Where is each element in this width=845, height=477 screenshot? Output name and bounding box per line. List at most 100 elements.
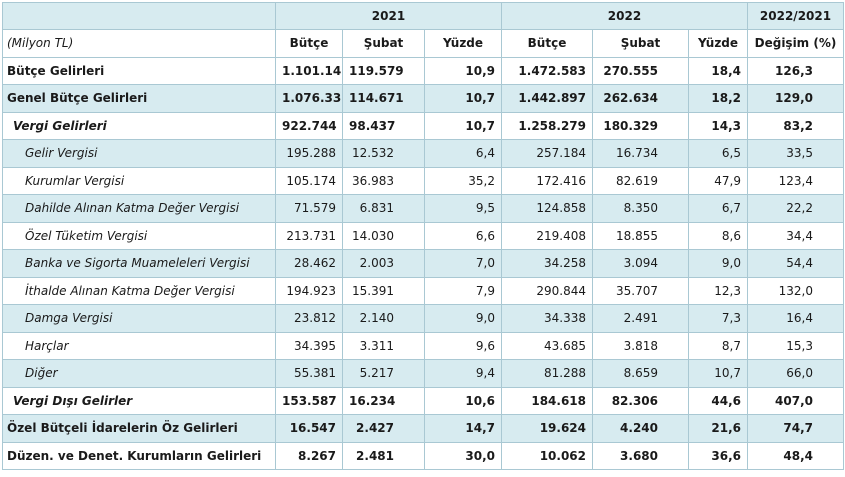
row-label: Kurumlar Vergisi xyxy=(2,166,276,195)
cell-subat-2021: 2.140 xyxy=(342,304,425,333)
header-year-2022: 2022 xyxy=(501,2,748,30)
cell-butce-2021: 213.731 xyxy=(275,221,343,250)
row-label: Özel Tüketim Vergisi xyxy=(2,221,276,250)
row-label: Genel Bütçe Gelirleri xyxy=(2,84,276,113)
cell-subat-2021: 16.234 xyxy=(342,386,425,415)
cell-butce-2021: 71.579 xyxy=(275,194,343,223)
cell-butce-2021: 922.744 xyxy=(275,111,343,140)
cell-degisim: 66,0 xyxy=(747,359,844,388)
cell-subat-2022: 8.659 xyxy=(592,359,689,388)
cell-butce-2022: 34.338 xyxy=(501,304,593,333)
table-row: Vergi Gelirleri 922.744 98.437 10,7 1.25… xyxy=(2,111,844,140)
cell-yuzde-2021: 7,9 xyxy=(424,276,502,305)
cell-subat-2021: 14.030 xyxy=(342,221,425,250)
cell-yuzde-2022: 12,3 xyxy=(688,276,748,305)
col-header-yuzde-2021: Yüzde xyxy=(424,29,502,58)
cell-yuzde-2021: 7,0 xyxy=(424,249,502,278)
col-header-subat-2022: Şubat xyxy=(592,29,689,58)
cell-subat-2021: 12.532 xyxy=(342,139,425,168)
cell-butce-2022: 290.844 xyxy=(501,276,593,305)
table-row: Özel Tüketim Vergisi 213.731 14.030 6,6 … xyxy=(2,221,844,250)
cell-degisim: 126,3 xyxy=(747,56,844,85)
cell-subat-2022: 8.350 xyxy=(592,194,689,223)
table-row: Bütçe Gelirleri 1.101.146 119.579 10,9 1… xyxy=(2,56,844,85)
table-row: İthalde Alınan Katma Değer Vergisi 194.9… xyxy=(2,276,844,305)
cell-yuzde-2021: 10,7 xyxy=(424,111,502,140)
cell-subat-2022: 3.680 xyxy=(592,441,689,470)
row-label: Gelir Vergisi xyxy=(2,139,276,168)
cell-subat-2021: 6.831 xyxy=(342,194,425,223)
cell-degisim: 22,2 xyxy=(747,194,844,223)
row-label: Düzen. ve Denet. Kurumların Gelirleri xyxy=(2,441,276,470)
cell-subat-2022: 262.634 xyxy=(592,84,689,113)
cell-subat-2022: 82.306 xyxy=(592,386,689,415)
header-change-period: 2022/2021 xyxy=(747,2,844,30)
cell-subat-2022: 2.491 xyxy=(592,304,689,333)
cell-yuzde-2021: 6,6 xyxy=(424,221,502,250)
cell-subat-2022: 3.818 xyxy=(592,331,689,360)
cell-subat-2022: 3.094 xyxy=(592,249,689,278)
row-label: Harçlar xyxy=(2,331,276,360)
table-row: Damga Vergisi 23.812 2.140 9,0 34.338 2.… xyxy=(2,304,844,333)
cell-yuzde-2022: 6,7 xyxy=(688,194,748,223)
cell-butce-2022: 34.258 xyxy=(501,249,593,278)
col-header-butce-2022: Bütçe xyxy=(501,29,593,58)
row-label: Damga Vergisi xyxy=(2,304,276,333)
cell-yuzde-2022: 7,3 xyxy=(688,304,748,333)
col-header-butce-2021: Bütçe xyxy=(275,29,343,58)
cell-yuzde-2021: 6,4 xyxy=(424,139,502,168)
cell-degisim: 407,0 xyxy=(747,386,844,415)
cell-butce-2022: 10.062 xyxy=(501,441,593,470)
cell-yuzde-2022: 8,7 xyxy=(688,331,748,360)
table-row: Diğer 55.381 5.217 9,4 81.288 8.659 10,7… xyxy=(2,359,844,388)
cell-degisim: 123,4 xyxy=(747,166,844,195)
cell-degisim: 16,4 xyxy=(747,304,844,333)
cell-butce-2021: 1.101.146 xyxy=(275,56,343,85)
table-row: Dahilde Alınan Katma Değer Vergisi 71.57… xyxy=(2,194,844,223)
cell-degisim: 74,7 xyxy=(747,414,844,443)
cell-subat-2021: 2.003 xyxy=(342,249,425,278)
cell-butce-2022: 43.685 xyxy=(501,331,593,360)
cell-yuzde-2022: 47,9 xyxy=(688,166,748,195)
header-empty-cell xyxy=(2,2,276,30)
cell-yuzde-2022: 36,6 xyxy=(688,441,748,470)
cell-butce-2022: 1.258.279 xyxy=(501,111,593,140)
row-label: Banka ve Sigorta Muameleleri Vergisi xyxy=(2,249,276,278)
cell-yuzde-2022: 44,6 xyxy=(688,386,748,415)
col-header-degisim: Değişim (%) xyxy=(747,29,844,58)
table-row: Vergi Dışı Gelirler 153.587 16.234 10,6 … xyxy=(2,386,844,415)
table-row: Genel Bütçe Gelirleri 1.076.332 114.671 … xyxy=(2,84,844,113)
cell-butce-2021: 16.547 xyxy=(275,414,343,443)
cell-subat-2021: 2.481 xyxy=(342,441,425,470)
cell-yuzde-2021: 9,4 xyxy=(424,359,502,388)
cell-butce-2022: 124.858 xyxy=(501,194,593,223)
cell-subat-2021: 2.427 xyxy=(342,414,425,443)
cell-butce-2021: 23.812 xyxy=(275,304,343,333)
row-label: Dahilde Alınan Katma Değer Vergisi xyxy=(2,194,276,223)
header-year-2021: 2021 xyxy=(275,2,502,30)
cell-subat-2022: 82.619 xyxy=(592,166,689,195)
cell-butce-2022: 184.618 xyxy=(501,386,593,415)
cell-degisim: 54,4 xyxy=(747,249,844,278)
cell-butce-2021: 105.174 xyxy=(275,166,343,195)
cell-yuzde-2021: 9,0 xyxy=(424,304,502,333)
cell-yuzde-2021: 9,6 xyxy=(424,331,502,360)
table-row: Banka ve Sigorta Muameleleri Vergisi 28.… xyxy=(2,249,844,278)
cell-butce-2022: 257.184 xyxy=(501,139,593,168)
cell-yuzde-2021: 9,5 xyxy=(424,194,502,223)
cell-butce-2022: 219.408 xyxy=(501,221,593,250)
cell-butce-2021: 1.076.332 xyxy=(275,84,343,113)
cell-yuzde-2021: 10,7 xyxy=(424,84,502,113)
cell-butce-2021: 153.587 xyxy=(275,386,343,415)
table-row: Harçlar 34.395 3.311 9,6 43.685 3.818 8,… xyxy=(2,331,844,360)
cell-subat-2021: 5.217 xyxy=(342,359,425,388)
cell-subat-2021: 15.391 xyxy=(342,276,425,305)
cell-subat-2021: 3.311 xyxy=(342,331,425,360)
cell-yuzde-2021: 30,0 xyxy=(424,441,502,470)
cell-yuzde-2021: 10,9 xyxy=(424,56,502,85)
cell-butce-2022: 172.416 xyxy=(501,166,593,195)
cell-yuzde-2022: 18,2 xyxy=(688,84,748,113)
cell-subat-2021: 119.579 xyxy=(342,56,425,85)
cell-degisim: 132,0 xyxy=(747,276,844,305)
cell-subat-2022: 35.707 xyxy=(592,276,689,305)
